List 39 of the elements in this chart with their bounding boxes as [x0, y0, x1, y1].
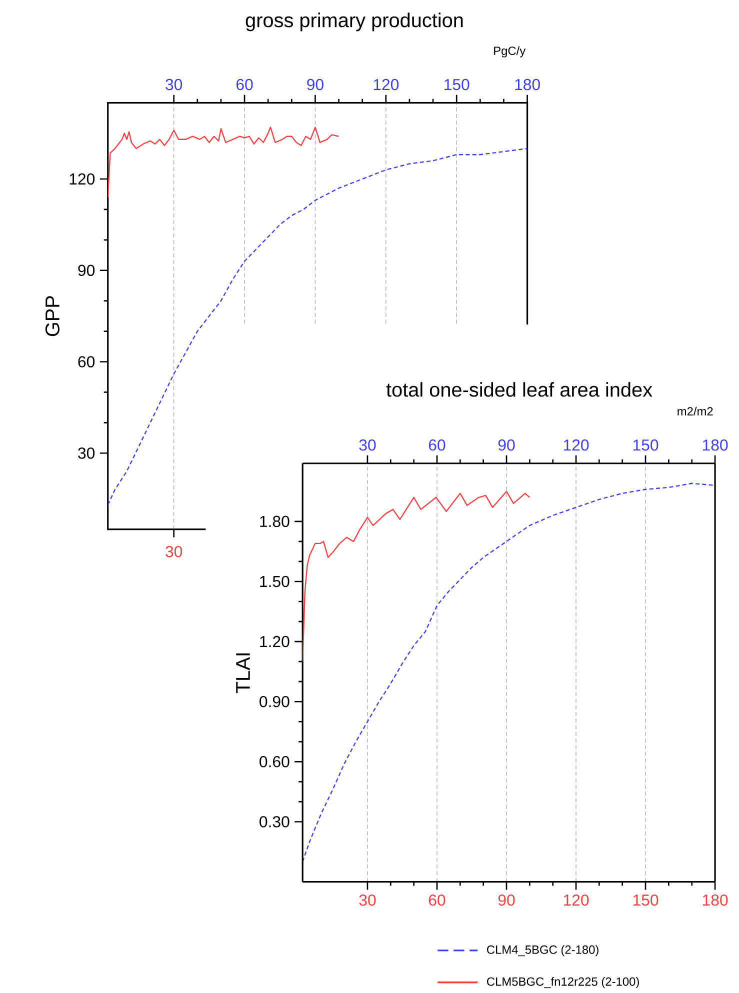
legend-label: CLM5BGC_fn12r225 (2-100) [487, 977, 639, 988]
x-tick-label: 90 [498, 894, 515, 906]
x-tick-label: 60 [428, 894, 446, 906]
y-tick-label: 30 [78, 448, 95, 459]
y-axis-title: TLAI [236, 653, 250, 694]
text: m2/m2 [678, 406, 713, 416]
x-tick-label: 150 [633, 894, 658, 906]
x-tick-label: 60 [236, 78, 253, 90]
y-axis-title: GPP [45, 296, 60, 336]
line-series [108, 126, 340, 198]
y-tick-label: 90 [78, 264, 95, 276]
y-tick-label: 120 [70, 173, 95, 185]
legend-label: CLM4_5BGC (2-180) [487, 945, 598, 956]
x-tick-label: 90 [307, 78, 324, 90]
x-tick-label: 150 [444, 78, 470, 90]
y-tick-label: 1.50 [260, 576, 290, 588]
x2-tick-label: 90 [498, 439, 515, 451]
x2-tick-label: 180 [702, 439, 728, 451]
x-tick-label: 30 [359, 894, 376, 906]
x-tick-label: 180 [515, 78, 540, 90]
y-tick-label: 0.30 [260, 816, 290, 828]
x-tick-label: 30 [166, 78, 182, 90]
line-series [302, 490, 530, 662]
y-tick-label: 60 [78, 356, 95, 368]
y-tick-label: 0.90 [260, 696, 290, 708]
x2-tick-label: 120 [564, 439, 589, 451]
chart-title: gross primary production [246, 12, 463, 32]
x-tick-label: 120 [564, 894, 589, 906]
y-tick-label: 1.80 [260, 516, 290, 528]
chart-title: total one-sided leaf area index [386, 382, 652, 397]
annotation: 30 [166, 546, 182, 558]
text: PgC/y [494, 46, 526, 58]
x2-tick-label: 150 [633, 439, 658, 451]
y-tick-label: 0.60 [260, 756, 290, 768]
x-tick-label: 120 [374, 78, 399, 90]
x-tick-label: 180 [702, 894, 728, 906]
y-tick-label: 1.20 [260, 636, 290, 648]
x2-tick-label: 30 [359, 439, 376, 451]
x2-tick-label: 60 [428, 439, 446, 451]
